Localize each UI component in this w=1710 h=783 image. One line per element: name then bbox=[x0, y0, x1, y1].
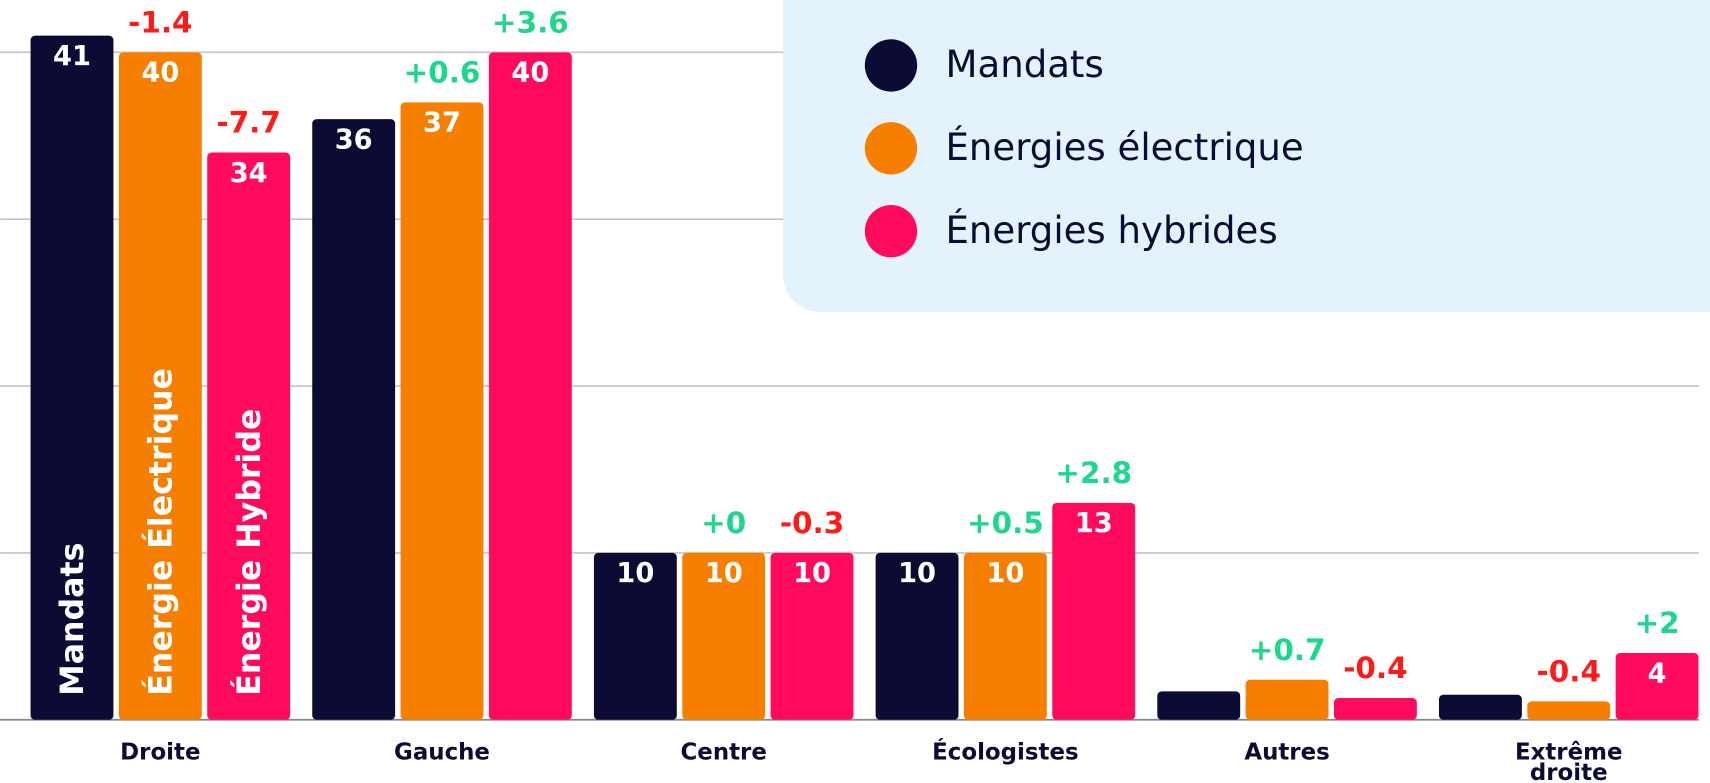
value-label: 10 bbox=[793, 558, 831, 589]
x-tick-label: Autres bbox=[1244, 739, 1329, 765]
bar bbox=[1052, 502, 1136, 720]
bar bbox=[1157, 691, 1241, 720]
bar bbox=[1615, 653, 1699, 720]
value-label: 13 bbox=[1075, 508, 1113, 539]
legend-label: Mandats bbox=[946, 43, 1104, 86]
value-label: 10 bbox=[616, 558, 654, 589]
change-label: +0.5 bbox=[967, 506, 1044, 540]
bar-inner-label: Mandats bbox=[55, 543, 91, 696]
change-label: +0.7 bbox=[1249, 633, 1326, 667]
bar bbox=[770, 552, 854, 720]
x-tick-label: Gauche bbox=[394, 739, 490, 765]
legend-box bbox=[783, 0, 1710, 312]
x-tick-label: Centre bbox=[681, 739, 767, 765]
legend-swatch bbox=[864, 205, 918, 258]
value-label: 10 bbox=[898, 558, 936, 589]
x-tick-line: droite bbox=[1530, 760, 1608, 783]
change-label: +2 bbox=[1635, 606, 1680, 640]
x-tick-line: Autres bbox=[1244, 739, 1329, 765]
bar bbox=[118, 52, 202, 720]
x-tick-line: Centre bbox=[681, 739, 767, 765]
change-label: +3.6 bbox=[492, 5, 569, 39]
x-tick-label: Droite bbox=[120, 739, 200, 765]
bar bbox=[312, 119, 396, 720]
legend-label: Énergies électrique bbox=[946, 125, 1304, 169]
change-label: -0.4 bbox=[1343, 651, 1407, 685]
bar bbox=[1527, 701, 1611, 720]
value-label: 40 bbox=[511, 58, 549, 89]
value-label: 40 bbox=[141, 58, 179, 89]
change-label: -7.7 bbox=[216, 106, 280, 140]
legend-swatch bbox=[864, 122, 918, 175]
x-tick-line: Gauche bbox=[394, 739, 490, 765]
bar-inner-label: Énergie Électrique bbox=[142, 368, 180, 696]
change-label: -0.4 bbox=[1537, 655, 1601, 689]
change-label: -1.4 bbox=[128, 5, 192, 39]
bar bbox=[1438, 694, 1522, 720]
value-label: 41 bbox=[53, 41, 91, 72]
legend-label: Énergies hybrides bbox=[946, 208, 1278, 252]
bar bbox=[963, 552, 1047, 720]
bar bbox=[875, 552, 959, 720]
change-label: -0.3 bbox=[780, 506, 844, 540]
x-tick-label: Extrême droite bbox=[1515, 739, 1623, 783]
bar bbox=[1333, 698, 1417, 720]
bar bbox=[488, 52, 572, 720]
bar-inner-label: Énergie Hybride bbox=[230, 409, 268, 696]
x-tick-label: Écologistes bbox=[932, 737, 1078, 765]
value-label: 34 bbox=[230, 158, 268, 189]
bar bbox=[30, 35, 114, 720]
value-label: 37 bbox=[423, 108, 461, 139]
bar bbox=[1245, 679, 1329, 720]
value-label: 4 bbox=[1648, 658, 1667, 689]
legend-swatch bbox=[864, 39, 918, 92]
x-tick-line: Droite bbox=[120, 739, 200, 765]
change-label: +2.8 bbox=[1055, 456, 1132, 490]
value-label: 36 bbox=[335, 124, 373, 155]
bar bbox=[682, 552, 766, 720]
value-label: 10 bbox=[986, 558, 1024, 589]
bar bbox=[400, 102, 484, 720]
change-label: +0 bbox=[701, 506, 746, 540]
bar bbox=[207, 152, 291, 720]
x-tick-line: Extrême bbox=[1515, 739, 1623, 765]
value-label: 10 bbox=[705, 558, 743, 589]
x-tick-line: Écologistes bbox=[932, 737, 1078, 765]
bar bbox=[593, 552, 677, 720]
change-label: +0.6 bbox=[404, 56, 481, 90]
